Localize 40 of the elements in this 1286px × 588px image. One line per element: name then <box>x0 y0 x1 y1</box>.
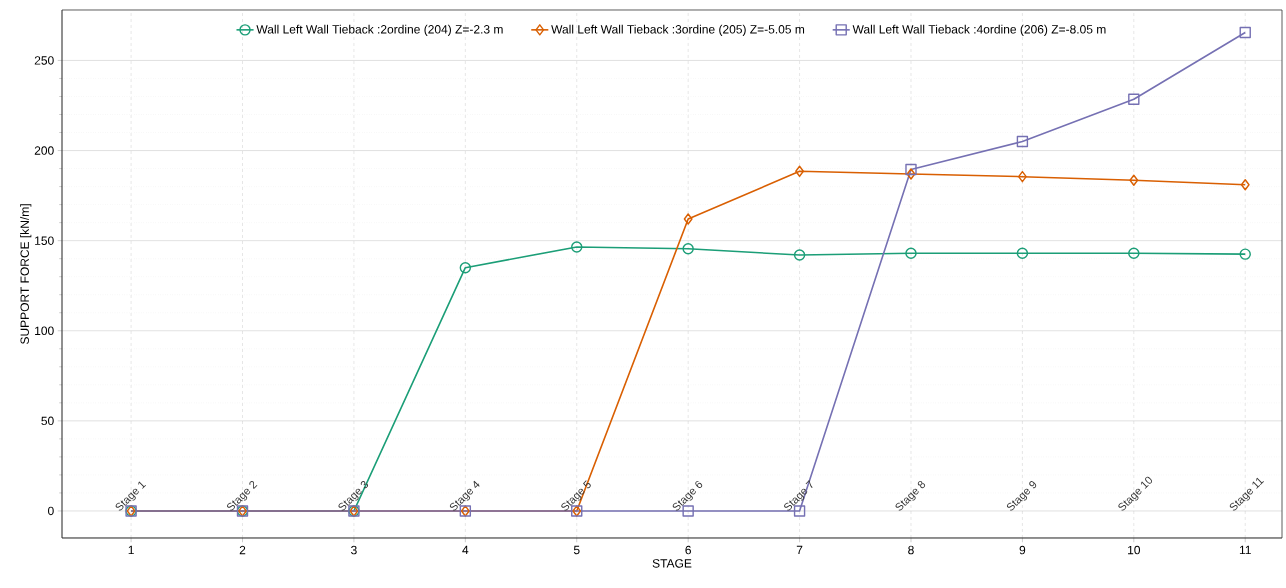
point <box>906 168 916 180</box>
point <box>905 163 917 176</box>
point <box>1017 170 1027 183</box>
x-tick-label: 10 <box>1128 545 1141 555</box>
legend-label: Wall Left Wall Tieback :2ordine (204) Z=-2.3 m <box>256 24 503 36</box>
x-tick-label: 3 <box>351 545 357 555</box>
x-tick-label: 7 <box>796 545 803 555</box>
x-tick-label: 1 <box>128 545 134 555</box>
point <box>1240 179 1250 191</box>
x-tick-label: 4 <box>462 545 469 555</box>
point <box>1129 174 1139 186</box>
x-tick-label: 6 <box>685 545 691 555</box>
x-tick-label: 9 <box>1019 545 1026 555</box>
y-tick-label: 250 <box>34 56 54 65</box>
point <box>571 241 583 253</box>
x-axis-title: STAGE <box>652 559 692 568</box>
x-tick-label: 2 <box>239 545 246 555</box>
point <box>1128 247 1140 259</box>
x-tick-label: 11 <box>1239 545 1251 555</box>
y-tick-label: 100 <box>35 326 54 335</box>
legend-label: Wall Left Wall Tieback :3ordine (205) Z=-5.05 m <box>551 24 805 36</box>
point <box>683 213 693 225</box>
y-axis-title: SUPPORT FORCE [kN/m] <box>20 204 32 344</box>
legend-label: Wall Left Wall Tieback :4ordine (206) Z=-8.05 m <box>852 24 1106 36</box>
x-tick-label: 8 <box>908 545 914 555</box>
point <box>682 243 694 255</box>
point <box>1239 26 1251 39</box>
point <box>1239 248 1251 260</box>
point <box>1128 93 1140 105</box>
y-tick-label: 0 <box>48 506 54 516</box>
point <box>793 249 806 261</box>
y-tick-label: 200 <box>34 146 54 155</box>
point <box>1016 135 1029 148</box>
point <box>459 261 472 274</box>
y-tick-label: 50 <box>41 416 54 426</box>
x-tick-label: 5 <box>573 545 580 555</box>
point <box>905 247 917 259</box>
point <box>1016 247 1029 259</box>
point <box>795 165 805 177</box>
y-tick-label: 150 <box>35 236 54 245</box>
